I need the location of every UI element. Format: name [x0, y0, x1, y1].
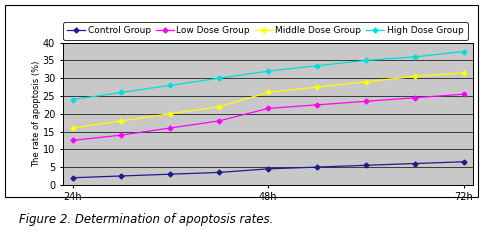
- High Dose Group: [412, 55, 418, 58]
- High Dose Group: [314, 64, 320, 67]
- Low Dose Group: [412, 96, 418, 99]
- Middle Dose Group: [314, 86, 320, 89]
- Line: Control Group: Control Group: [71, 160, 465, 179]
- Middle Dose Group: [412, 75, 418, 78]
- Control Group: [265, 167, 271, 170]
- Low Dose Group: [118, 134, 124, 137]
- Middle Dose Group: [118, 119, 124, 122]
- Middle Dose Group: [265, 91, 271, 94]
- Y-axis label: The rate of apoptosis (%): The rate of apoptosis (%): [32, 61, 41, 167]
- High Dose Group: [168, 84, 173, 87]
- Low Dose Group: [314, 103, 320, 106]
- High Dose Group: [70, 98, 75, 101]
- Low Dose Group: [70, 139, 75, 142]
- Control Group: [70, 176, 75, 179]
- Control Group: [461, 160, 467, 163]
- Line: Middle Dose Group: Middle Dose Group: [71, 71, 465, 130]
- Middle Dose Group: [461, 72, 467, 74]
- Low Dose Group: [265, 107, 271, 110]
- Middle Dose Group: [363, 80, 369, 83]
- Control Group: [118, 174, 124, 177]
- Text: Figure 2. Determination of apoptosis rates.: Figure 2. Determination of apoptosis rat…: [19, 213, 274, 226]
- Middle Dose Group: [70, 127, 75, 129]
- Low Dose Group: [216, 119, 222, 122]
- Control Group: [363, 164, 369, 167]
- Control Group: [168, 173, 173, 176]
- Middle Dose Group: [216, 105, 222, 108]
- High Dose Group: [118, 91, 124, 94]
- Low Dose Group: [363, 100, 369, 103]
- High Dose Group: [461, 50, 467, 53]
- High Dose Group: [216, 77, 222, 80]
- Line: High Dose Group: High Dose Group: [71, 50, 465, 101]
- High Dose Group: [363, 59, 369, 62]
- Low Dose Group: [168, 127, 173, 129]
- High Dose Group: [265, 70, 271, 73]
- Low Dose Group: [461, 93, 467, 96]
- Legend: Control Group, Low Dose Group, Middle Dose Group, High Dose Group: Control Group, Low Dose Group, Middle Do…: [63, 22, 468, 40]
- Control Group: [314, 166, 320, 169]
- Control Group: [412, 162, 418, 165]
- Control Group: [216, 171, 222, 174]
- Middle Dose Group: [168, 112, 173, 115]
- Line: Low Dose Group: Low Dose Group: [71, 92, 465, 142]
